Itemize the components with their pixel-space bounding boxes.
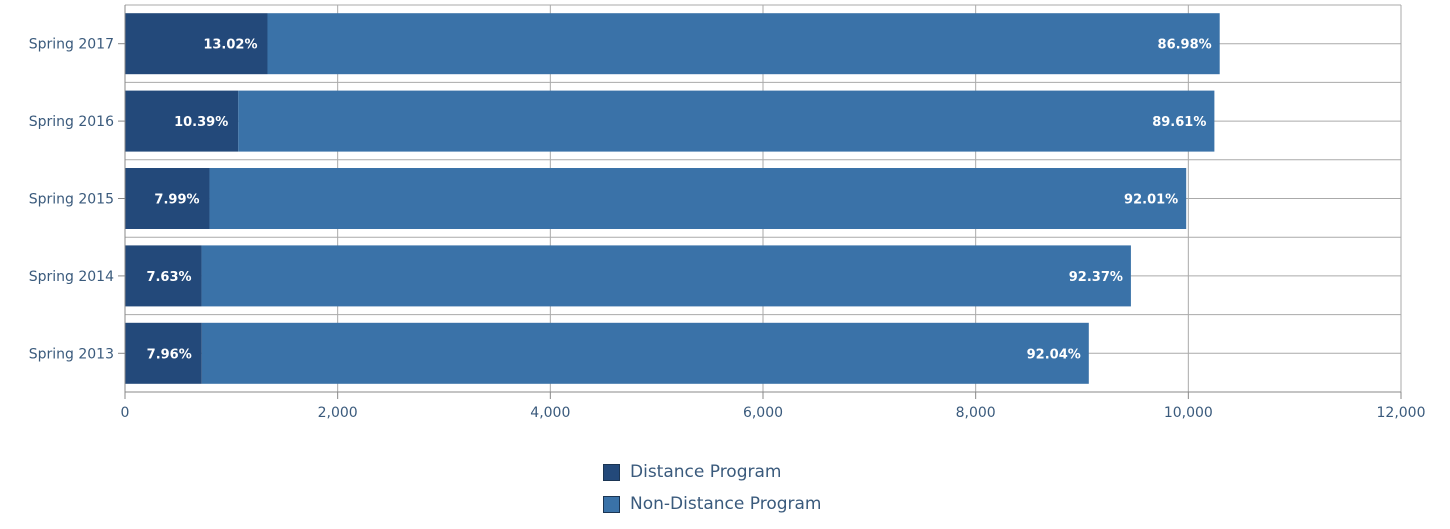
x-axis: 0 2,000 4,000 6,000 8,000 10,000 12,000 [121, 391, 1426, 421]
legend-item-non-distance-program[interactable]: Non-Distance Program [603, 492, 822, 516]
bar-label-non-distance-program: 92.01% [1124, 193, 1178, 208]
x-tick-label: 2,000 [318, 405, 358, 421]
y-axis: Spring 2017 Spring 2016 Spring 2015 Spring … [29, 5, 126, 392]
y-tick-label: Spring 2013 [29, 346, 114, 362]
bar-label-non-distance-program: 89.61% [1152, 115, 1206, 130]
legend-item-distance-program[interactable]: Distance Program [603, 460, 822, 484]
bar-distance-program[interactable] [125, 245, 202, 307]
legend-swatch-distance-program [603, 463, 620, 481]
bar-distance-program[interactable] [125, 90, 239, 152]
bar-non-distance-program[interactable] [238, 90, 1215, 152]
bar-non-distance-program[interactable] [201, 245, 1131, 307]
x-tick-label: 0 [121, 405, 130, 421]
x-tick-label: 12,000 [1377, 405, 1426, 421]
x-tick-label: 10,000 [1164, 405, 1213, 421]
stacked-bar-chart: 13.02% 86.98% 10.39% 89.61% 7.99% 92.01% 7.63%… [29, 4, 1426, 421]
x-tick-label: 8,000 [956, 405, 996, 421]
bar-label-distance-program: 7.63% [146, 270, 191, 285]
bar-label-non-distance-program: 92.37% [1069, 270, 1123, 285]
x-tick-label: 6,000 [743, 405, 783, 421]
bar-non-distance-program[interactable] [201, 322, 1089, 384]
bar-label-non-distance-program: 92.04% [1027, 347, 1081, 362]
y-tick-label: Spring 2015 [29, 192, 114, 208]
legend-label-distance-program: Distance Program [630, 462, 782, 482]
bars-group [125, 13, 1220, 384]
bar-distance-program[interactable] [125, 168, 210, 229]
y-tick-label: Spring 2017 [29, 37, 114, 53]
bar-label-distance-program: 7.96% [147, 347, 192, 362]
bar-non-distance-program[interactable] [267, 13, 1220, 75]
bar-label-non-distance-program: 86.98% [1158, 38, 1212, 53]
bar-labels-group: 13.02% 86.98% 10.39% 89.61% 7.99% 92.01% 7.63%… [146, 38, 1211, 363]
y-tick-label: Spring 2014 [29, 269, 114, 285]
bar-label-distance-program: 13.02% [203, 38, 257, 53]
bar-label-distance-program: 10.39% [174, 115, 228, 130]
bar-distance-program[interactable] [125, 13, 268, 75]
x-tick-label: 4,000 [530, 405, 570, 421]
bar-label-distance-program: 7.99% [154, 193, 199, 208]
bar-non-distance-program[interactable] [209, 168, 1187, 229]
legend: Distance Program Non-Distance Program [603, 460, 822, 524]
bar-distance-program[interactable] [125, 322, 202, 384]
y-tick-label: Spring 2016 [29, 114, 114, 130]
legend-label-non-distance-program: Non-Distance Program [630, 494, 822, 514]
legend-swatch-non-distance-program [603, 495, 620, 513]
